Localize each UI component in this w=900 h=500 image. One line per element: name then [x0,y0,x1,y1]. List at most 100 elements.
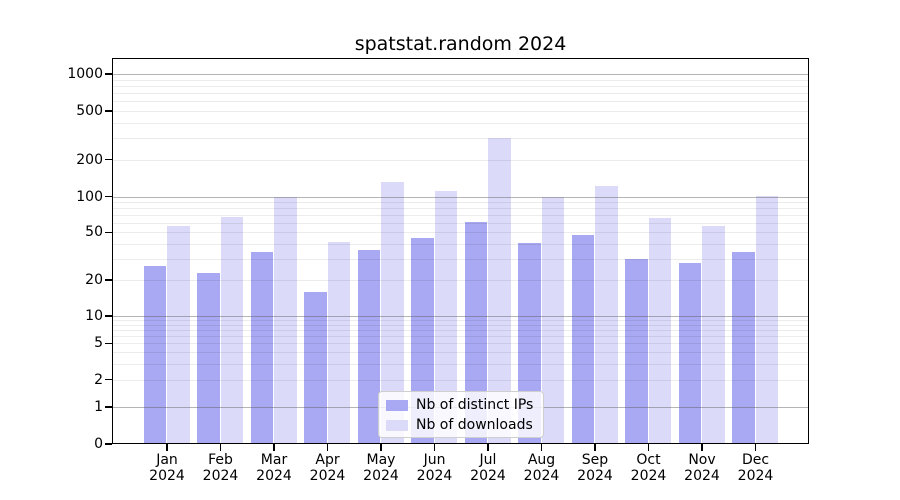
bar-downloads [702,225,725,444]
y-tick-label: 1000 [67,66,103,82]
bar-downloads [755,195,779,444]
x-axis-tick [433,444,436,451]
x-tick-label: Feb 2024 [191,452,251,484]
x-axis-tick [326,444,329,451]
x-tick-label-year: 2024 [470,468,506,484]
chart-title: spatstat.random 2024 [354,33,567,55]
bar-downloads [167,225,190,444]
legend-label-distinct-ips: Nb of distinct IPs [416,397,534,414]
y-axis-tick [105,378,112,381]
y-axis-tick [105,279,112,281]
gridline-minor [113,85,808,87]
bar-downloads [434,191,458,444]
gridline-minor [113,122,808,124]
gridline-minor [113,379,808,381]
gridline-minor [113,343,808,345]
y-tick-label: 2 [94,371,103,388]
x-tick-label-year: 2024 [363,468,399,484]
bar-distinct-ips [197,272,220,444]
bar-distinct-ips [571,234,595,444]
bar-downloads [220,217,244,444]
x-axis-tick [647,444,650,451]
x-tick-label: Dec 2024 [726,452,786,484]
bar-downloads [381,182,404,444]
y-axis-tick [105,443,112,445]
gridline-minor [113,336,808,338]
y-axis-tick [105,158,112,161]
gridline-minor [113,79,808,81]
x-tick-label: Apr 2024 [298,452,358,484]
x-tick-label: Jan 2024 [137,452,197,484]
y-axis-tick [105,73,112,75]
x-axis-tick [754,444,757,451]
legend-swatch-distinct-ips [386,400,408,412]
x-tick-label-year: 2024 [202,468,239,484]
x-tick-label: Mar 2024 [244,452,304,484]
y-tick-label: 0 [94,436,103,452]
bar-distinct-ips [732,252,755,444]
gridline-minor [113,201,808,203]
y-tick-label: 500 [76,102,103,119]
x-axis-tick [701,444,703,451]
gridline-minor [113,320,808,322]
x-tick-label: Sep 2024 [565,452,625,484]
bar-distinct-ips [304,291,327,444]
legend-swatch-downloads [386,419,408,431]
gridline-minor [113,138,808,140]
x-axis-tick [540,444,543,451]
gridline-minor [113,101,808,103]
bar-distinct-ips [678,262,702,444]
x-axis-tick [487,444,489,451]
bar-downloads [327,241,351,444]
gridline-minor [113,110,808,112]
x-tick-label: Aug 2024 [512,452,572,484]
gridline-minor [113,258,808,260]
x-tick-label: Nov 2024 [672,452,732,484]
bar-downloads [595,185,618,444]
y-tick-label: 200 [76,151,103,168]
y-axis-tick [105,315,112,317]
gridline-major [113,196,808,198]
bar-downloads [488,138,511,444]
y-tick-label: 1 [94,399,103,415]
y-axis-tick [105,342,112,345]
gridline-minor [113,324,808,326]
x-tick-label-year: 2024 [309,468,346,484]
x-tick-label-year: 2024 [523,468,560,484]
x-axis-tick [594,444,596,451]
y-tick-label: 20 [85,272,103,289]
bar-downloads [648,218,672,444]
bar-downloads [274,196,297,444]
x-tick-label: May 2024 [351,452,411,484]
x-axis-tick [380,444,382,451]
gridline-minor [113,208,808,210]
y-axis-tick [105,231,112,234]
y-tick-label: 10 [85,308,103,324]
y-tick-label: 50 [85,224,103,241]
x-tick-label: Jun 2024 [405,452,465,484]
x-tick-label-year: 2024 [256,468,292,484]
bar-distinct-ips [464,222,488,444]
gridline-major [113,74,808,75]
x-tick-label-year: 2024 [149,468,185,484]
gridline-minor [113,232,808,234]
gridline-minor [113,92,808,94]
y-axis-tick [105,110,112,112]
x-tick-label-year: 2024 [684,468,720,484]
gridline-minor [113,244,808,246]
x-axis-tick [166,444,168,451]
gridline-minor [113,159,808,161]
x-tick-label-year: 2024 [416,468,453,484]
bar-distinct-ips [143,266,167,444]
bar-downloads [541,196,565,444]
y-axis-tick [105,406,112,408]
x-axis-tick [219,444,222,451]
gridline-minor [113,280,808,282]
y-axis-tick [105,195,112,198]
legend-label-downloads: Nb of downloads [416,416,533,433]
legend-row-downloads: Nb of downloads [386,416,535,436]
bar-distinct-ips [357,249,381,444]
legend: Nb of distinct IPs Nb of downloads [378,391,544,438]
x-axis-tick [273,444,275,451]
